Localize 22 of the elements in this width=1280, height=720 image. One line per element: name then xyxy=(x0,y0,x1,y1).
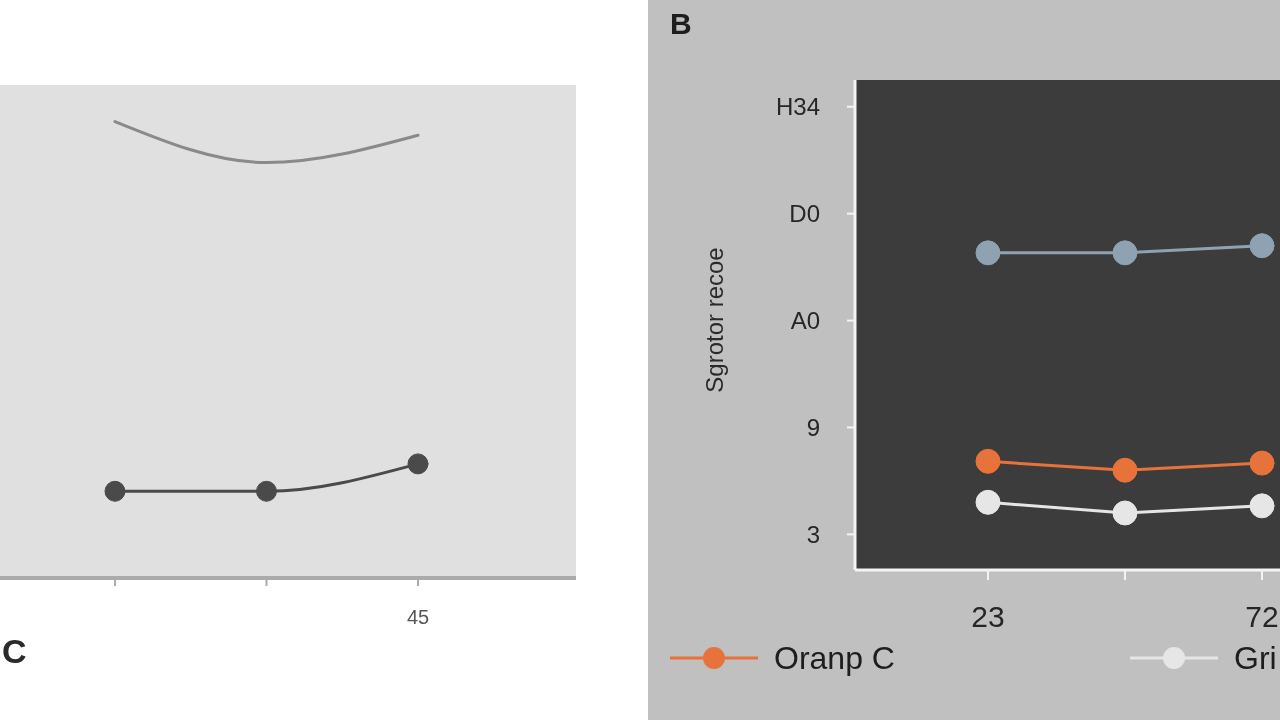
point xyxy=(975,240,1001,266)
point xyxy=(1112,457,1138,483)
y-axis-title: Sgrotor recoe xyxy=(701,247,729,393)
y-tick-label: D0 xyxy=(789,200,820,228)
x-tick-label: 23 xyxy=(971,600,1005,634)
legend-label: Gri xyxy=(1234,639,1277,678)
point xyxy=(1249,493,1275,519)
y-tick-label: 3 xyxy=(806,520,820,548)
point xyxy=(1112,500,1138,526)
y-tick-label: H34 xyxy=(775,93,820,121)
y-tick-label: A0 xyxy=(790,307,820,335)
x-tick-label: 72 xyxy=(1245,600,1279,634)
point xyxy=(975,489,1001,515)
chart-title: B xyxy=(670,6,692,42)
text: C xyxy=(2,632,27,672)
legend-label: Oranp C xyxy=(774,639,895,678)
y-tick-label: 9 xyxy=(806,413,820,441)
point xyxy=(975,448,1001,474)
text: 45 xyxy=(406,606,430,629)
point xyxy=(1249,233,1275,259)
point xyxy=(1249,450,1275,476)
point xyxy=(1112,240,1138,266)
